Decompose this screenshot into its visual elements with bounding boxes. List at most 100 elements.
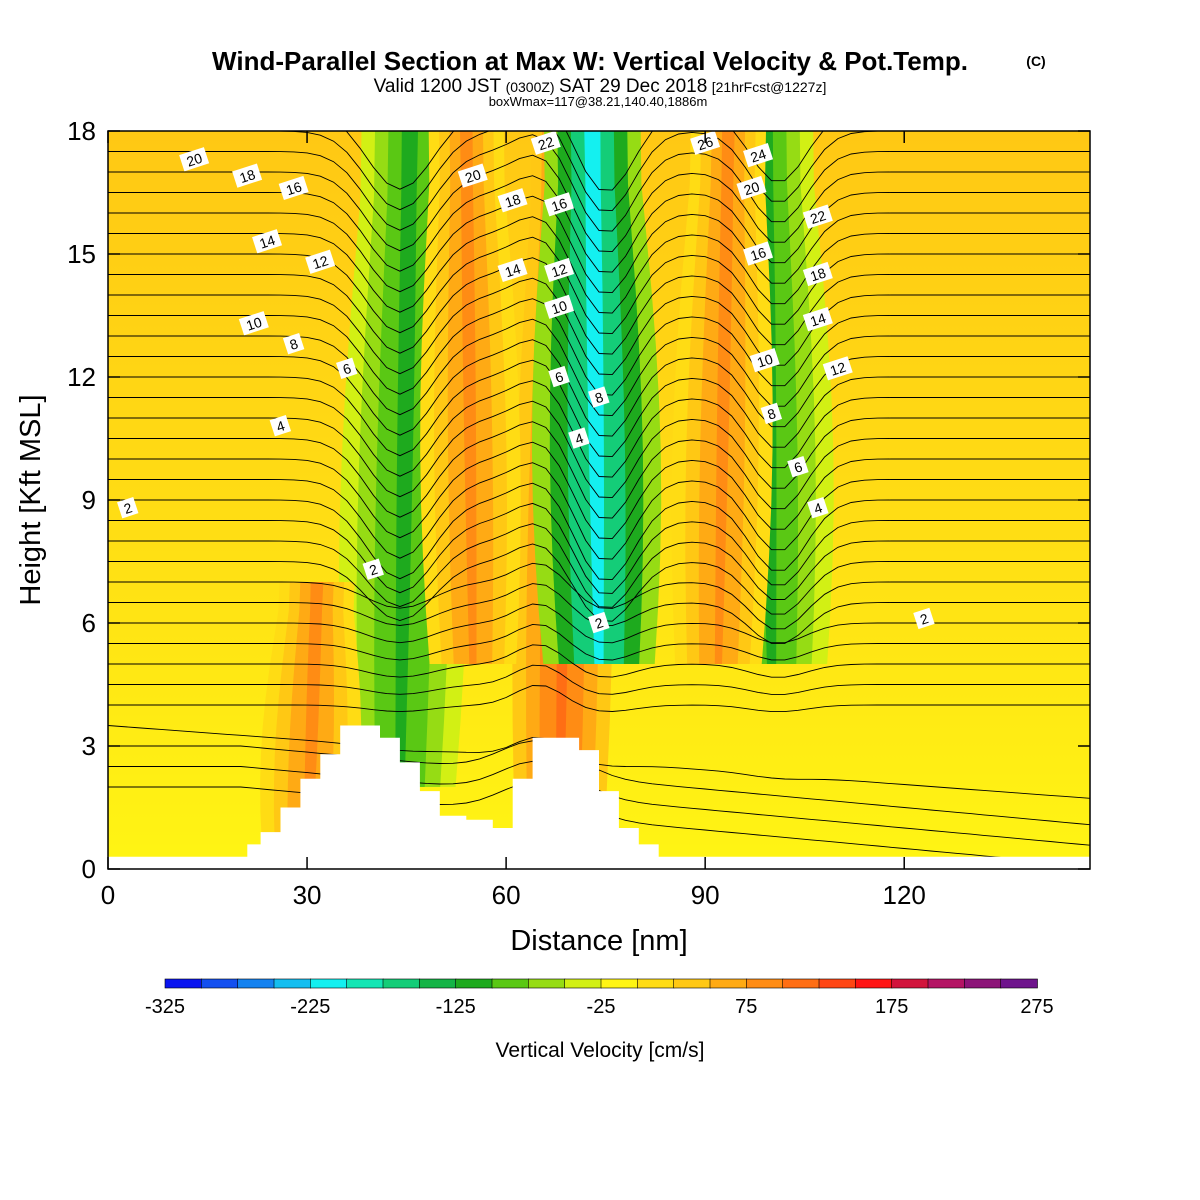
x-tick-label: 60	[492, 880, 521, 910]
contour-label: 6	[548, 365, 570, 388]
contour-label-box	[787, 456, 809, 478]
contour-label-box	[282, 333, 305, 355]
colorbar-swatch	[927, 978, 966, 989]
contour-label: 4	[269, 415, 292, 437]
contour-label: 6	[336, 357, 358, 380]
contour-label-box	[802, 261, 833, 287]
theta-contour-line	[345, 131, 824, 191]
contour-label: 2	[913, 607, 935, 630]
contour-label-text: 22	[536, 133, 556, 153]
colorbar-tick-label: -325	[145, 996, 185, 1018]
contour-label-box	[749, 348, 780, 373]
contour-label-text: 14	[503, 260, 523, 280]
x-axis-label: Distance [nm]	[510, 925, 687, 957]
y-tick-label: 18	[67, 116, 96, 146]
terrain	[108, 725, 1090, 869]
colorbar-swatch	[237, 978, 275, 989]
colorbar-tick-label: -225	[290, 996, 330, 1018]
colorbar-swatch	[1000, 978, 1038, 989]
contour-label-box	[497, 188, 528, 213]
theta-contour-line	[108, 502, 1090, 594]
theta-contour-line	[108, 462, 1090, 560]
contour-label: 10	[238, 311, 269, 336]
y-tick-label: 3	[82, 731, 96, 761]
theta-contour-line	[108, 623, 1090, 661]
colorbar-tick-label: 275	[1020, 996, 1053, 1018]
contour-label: 2	[117, 497, 139, 519]
contour-label-box	[530, 131, 561, 155]
x-tick-label: 30	[293, 880, 322, 910]
contour-label-text: 18	[808, 264, 828, 284]
x-tick-label: 0	[101, 880, 115, 910]
contour-label-text: 16	[284, 178, 304, 198]
colorbar-swatch	[164, 978, 203, 989]
theta-contour-line	[108, 236, 1090, 335]
contour-label-box	[252, 229, 283, 254]
contour-label-box	[305, 249, 336, 274]
x-tick-label: 90	[691, 880, 720, 910]
contour-label-box	[807, 497, 829, 519]
colorbar-swatch	[745, 978, 784, 989]
theta-contour-line	[108, 380, 1090, 478]
colorbar-swatch	[273, 978, 312, 989]
contour-label-box	[760, 402, 783, 425]
contour-label-text: 12	[310, 252, 330, 272]
x-tick-label: 120	[883, 880, 926, 910]
contour-label: 14	[497, 257, 528, 283]
theta-contour-line	[108, 644, 1090, 678]
velocity-band	[395, 131, 418, 787]
contour-label-text: 18	[237, 166, 257, 186]
contour-label: 24	[743, 143, 774, 168]
colorbar: -325 -225 -125 -25 75 175 275	[145, 978, 1054, 1018]
valid-prefix: Valid 1200 JST	[374, 76, 502, 97]
contour-label-text: 10	[755, 351, 775, 371]
contour-label: 8	[588, 386, 610, 408]
y-tick-label: 0	[82, 854, 96, 884]
velocity-field	[260, 131, 834, 869]
contour-label-box	[238, 311, 269, 336]
contour-label-box	[269, 415, 292, 437]
velocity-band	[714, 131, 735, 664]
colorbar-tick-label: 175	[875, 996, 908, 1018]
colorbar-title: Vertical Velocity [cm/s]	[496, 1039, 705, 1062]
contour-label: 18	[497, 188, 528, 213]
theta-contours	[108, 131, 1090, 867]
theta-contour-line	[108, 400, 1090, 499]
contour-label: 6	[787, 456, 809, 478]
contour-label-box	[232, 163, 263, 188]
colorbar-swatch	[201, 978, 239, 989]
axes: 0 30 60 90 120 0 3 6 9 12 15 18	[67, 116, 1090, 910]
contour-label-box	[743, 241, 774, 266]
contour-label-text: 16	[549, 195, 569, 215]
contour-label-text: 10	[549, 297, 569, 317]
theta-contour-line	[108, 175, 1090, 273]
contour-label: 18	[232, 163, 263, 188]
colorbar-swatch	[600, 978, 639, 989]
contour-label-box	[278, 175, 309, 201]
contour-label-box	[802, 307, 833, 332]
theta-contour-line	[108, 421, 1090, 519]
colorbar-swatch	[636, 978, 675, 989]
valid-utc: (0300Z)	[506, 79, 555, 95]
contour-label-box	[117, 497, 139, 519]
contour-label-box	[588, 611, 610, 634]
contour-label-text: 20	[463, 166, 483, 186]
theta-contour-line	[108, 482, 1090, 581]
contour-label-box	[179, 147, 210, 172]
contour-label-text: 20	[184, 150, 204, 170]
velocity-band	[460, 131, 477, 664]
colorbar-swatch	[709, 978, 748, 989]
contour-label: 4	[568, 427, 590, 449]
y-tick-label: 12	[67, 362, 96, 392]
contour-label: 20	[179, 147, 210, 172]
contour-label: 2	[362, 558, 384, 580]
theta-contour-line	[108, 523, 1090, 608]
contour-label-text: 18	[503, 191, 523, 211]
contour-label: 2	[588, 611, 610, 634]
theta-contour-line	[108, 562, 1090, 630]
theta-contour-line	[108, 339, 1090, 437]
colorbar-swatch	[854, 978, 893, 989]
contour-label-box	[802, 204, 833, 229]
colorbar-swatch	[382, 978, 421, 989]
